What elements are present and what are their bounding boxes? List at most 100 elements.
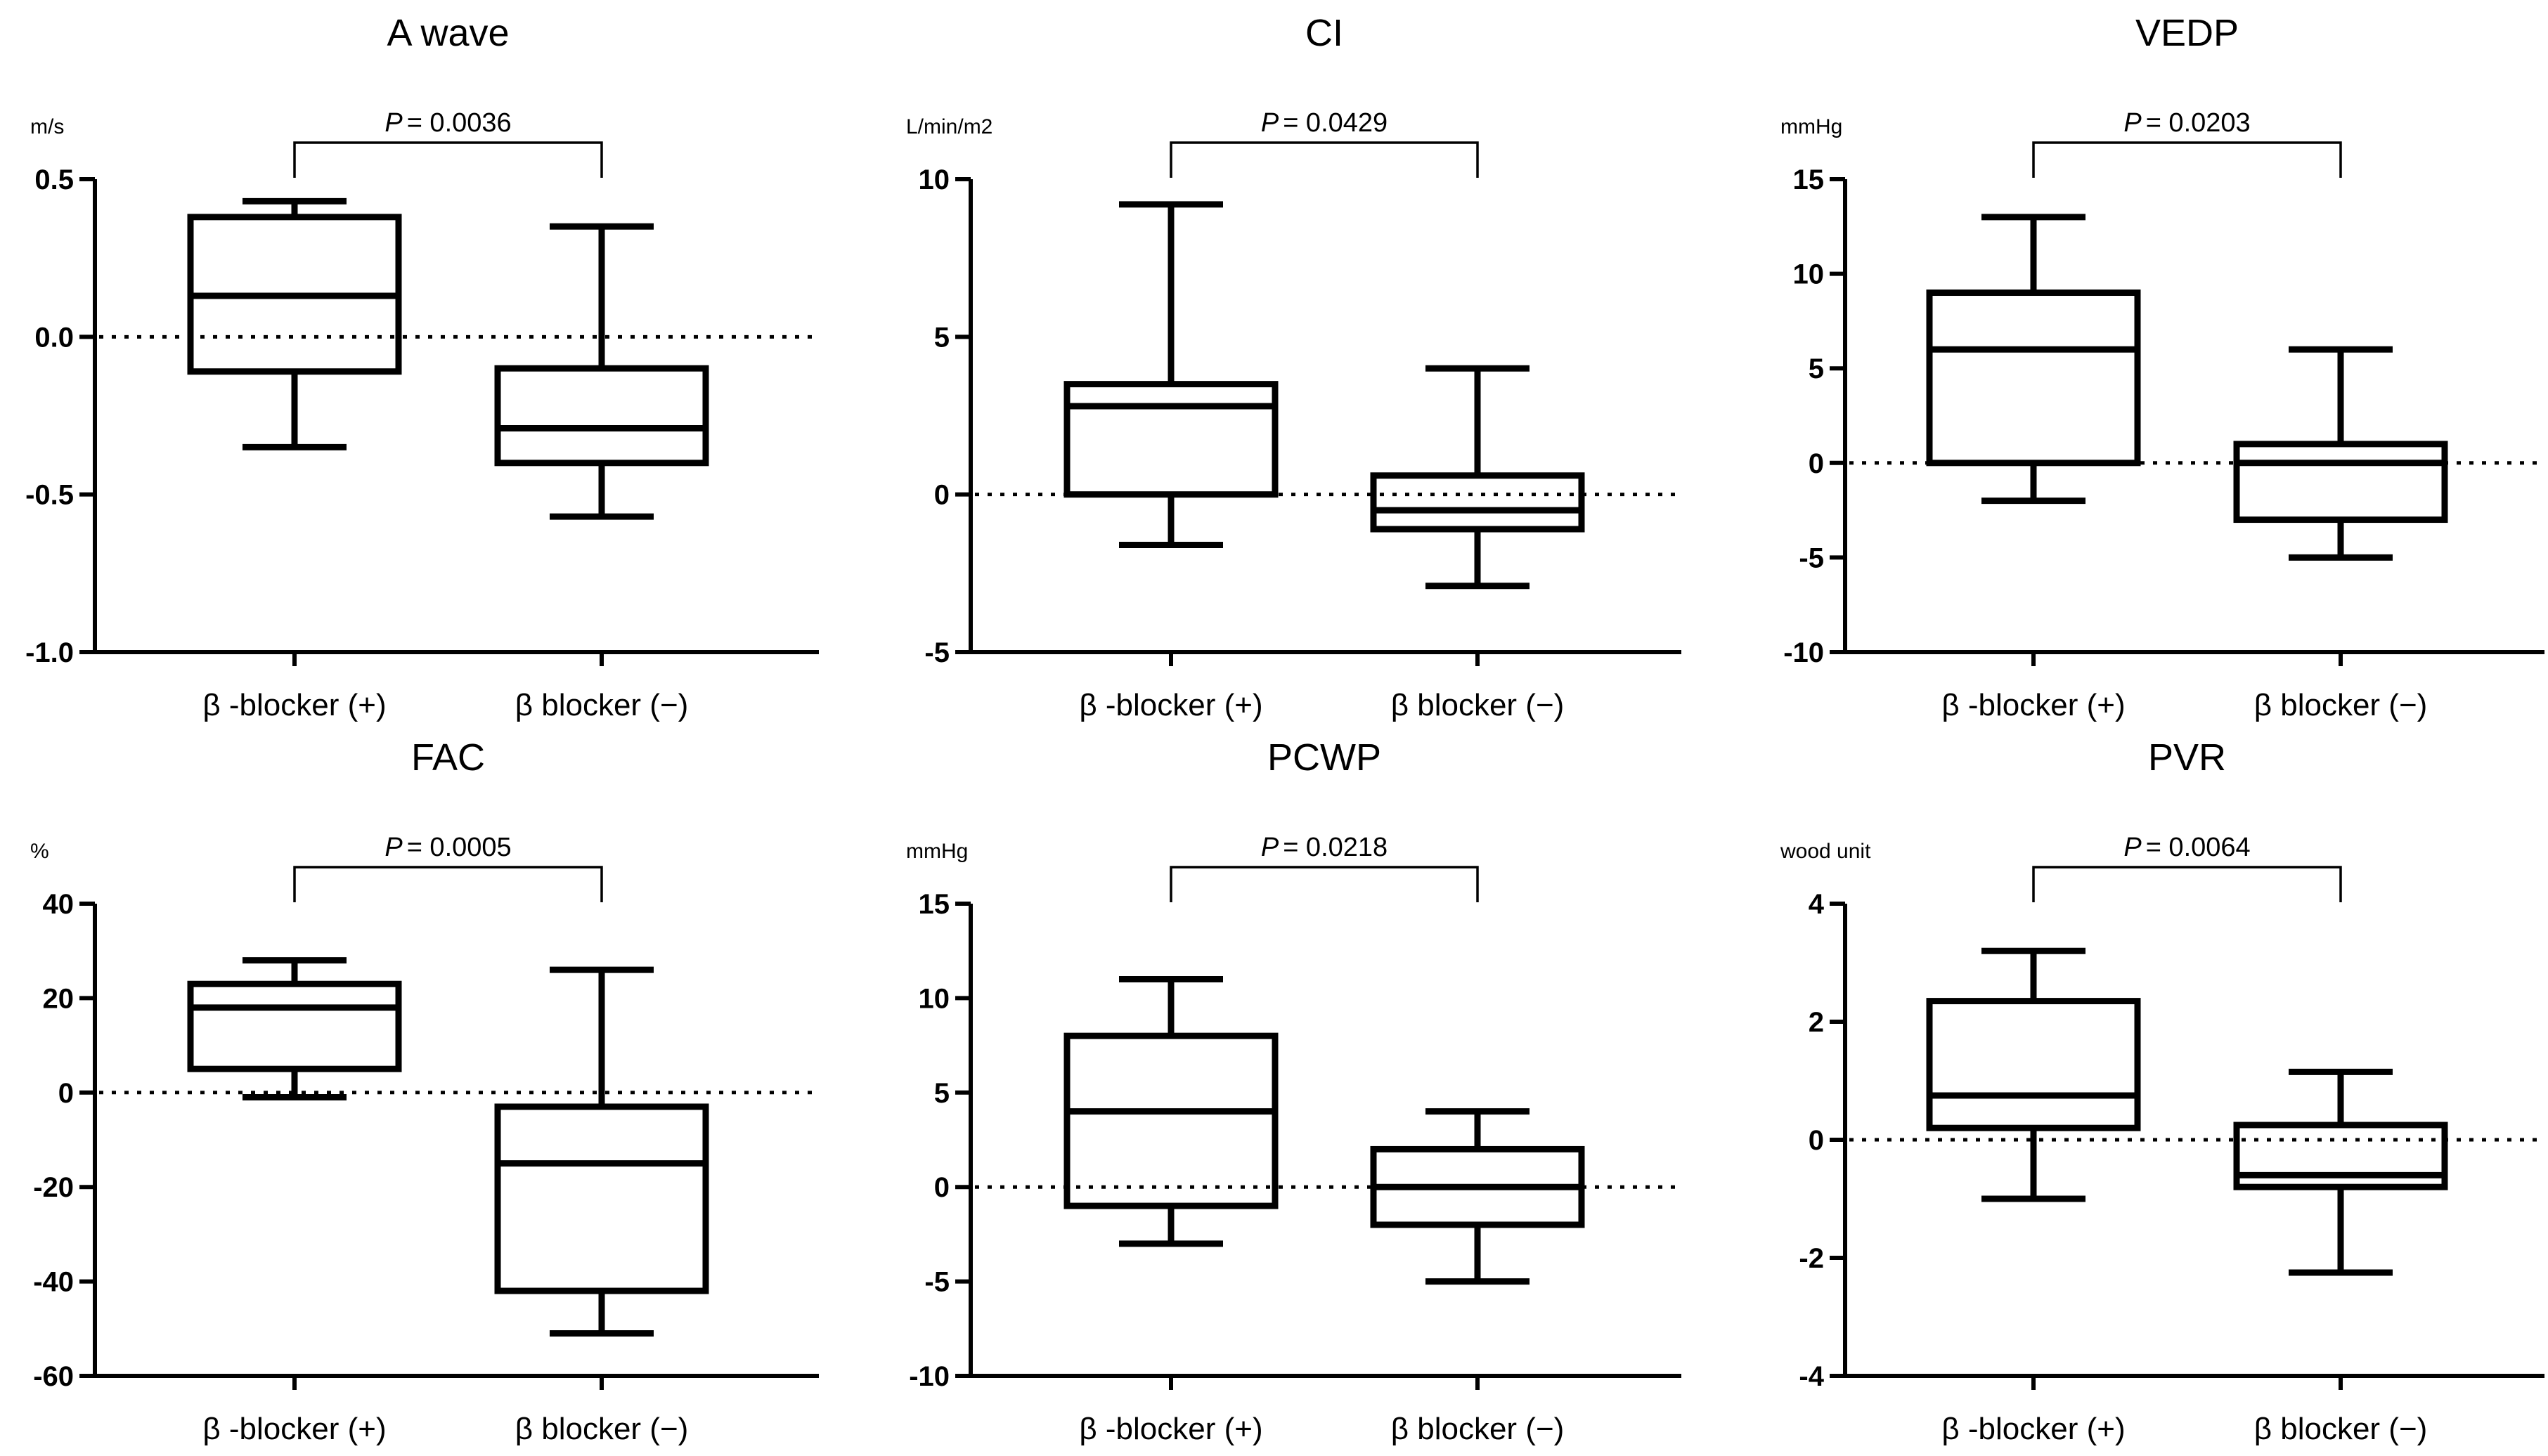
chart-1-category-label: β -blocker (+) — [202, 688, 386, 722]
chart-1-y-tick-label: 0.5 — [34, 164, 74, 195]
chart-3-category-label: β -blocker (+) — [1941, 688, 2125, 722]
chart-1-significance-bracket — [293, 141, 603, 178]
chart-6-p-number: = 0.0064 — [2146, 833, 2251, 862]
chart-5-box-1: β -blocker (+) — [1063, 976, 1279, 1446]
chart-1: A wave m/s P = 0.0036 -1.0 -0.5 0.0 0.5 β -block… — [25, 12, 819, 722]
chart-5-significance-bracket — [1170, 866, 1479, 902]
chart-6-category-label: β blocker (−) — [2254, 1412, 2428, 1446]
chart-1-y-tick-label: 0.0 — [34, 322, 74, 353]
chart-1-box-2: β blocker (−) — [494, 223, 709, 722]
chart-5-y-tick-label: 0 — [934, 1172, 950, 1203]
chart-5-p-value: P = 0.0218 — [1261, 833, 1388, 862]
chart-3-p-value: P = 0.0203 — [2123, 108, 2250, 138]
chart-2-category-label: β -blocker (+) — [1079, 688, 1262, 722]
chart-4-iqr-box — [187, 980, 402, 1072]
chart-5-y-tick-label: 10 — [919, 983, 950, 1014]
chart-3: VEDP mmHg P = 0.0203 -10 -5 0 5 10 15 β -blocker (… — [1780, 12, 2544, 722]
chart-4-unit-label: % — [30, 840, 49, 863]
chart-1-p-value: P = 0.0036 — [384, 108, 511, 138]
chart-3-p-number: = 0.0203 — [2146, 108, 2251, 138]
chart-2-category-label: β blocker (−) — [1391, 688, 1565, 722]
chart-4-p-symbol: P — [384, 833, 403, 862]
chart-6-box-1: β -blocker (+) — [1926, 947, 2141, 1446]
chart-5-y-tick-label: 5 — [934, 1078, 950, 1109]
chart-4-y-tick-label: -60 — [33, 1361, 74, 1392]
chart-4: FAC% P = 0.0005 -60 -40 -20 0 20 40 β -blocker (+… — [30, 736, 819, 1446]
chart-2-p-value: P = 0.0429 — [1261, 108, 1388, 138]
chart-6-box-2: β blocker (−) — [2233, 1068, 2448, 1446]
chart-6-y-tick-label: 4 — [1809, 889, 1825, 920]
chart-1-title: A wave — [387, 12, 509, 54]
chart-2: CI L/min/m2 P = 0.0429 -5 0 5 10 β -blocker (+) β… — [906, 12, 1681, 722]
chart-4-box-2: β blocker (−) — [494, 966, 709, 1446]
chart-6-iqr-box — [2233, 1122, 2448, 1190]
chart-2-box-2: β blocker (−) — [1370, 365, 1585, 722]
chart-5-y-tick-label: 15 — [919, 889, 950, 920]
chart-4-y-tick-label: 40 — [43, 889, 75, 920]
chart-4-iqr-box — [494, 1103, 709, 1294]
chart-1-box-1: β -blocker (+) — [187, 197, 402, 722]
chart-6-y-tick-label: 2 — [1809, 1007, 1824, 1038]
chart-3-significance-bracket — [2032, 141, 2342, 178]
chart-4-p-value: P = 0.0005 — [384, 833, 511, 862]
chart-4-y-tick-label: -20 — [33, 1172, 74, 1203]
chart-5-p-number: = 0.0218 — [1283, 833, 1388, 862]
chart-1-iqr-box — [494, 365, 709, 467]
chart-6-iqr-box — [1926, 998, 2141, 1131]
chart-1-category-label: β blocker (−) — [515, 688, 689, 722]
chart-3-category-label: β blocker (−) — [2254, 688, 2428, 722]
chart-6-significance-bracket — [2032, 866, 2342, 902]
chart-3-iqr-box — [2233, 441, 2448, 524]
chart-6-p-value: P = 0.0064 — [2123, 833, 2250, 862]
chart-1-y-tick-label: -0.5 — [25, 480, 74, 511]
chart-4-box-1: β -blocker (+) — [187, 957, 402, 1446]
chart-6-category-label: β -blocker (+) — [1941, 1412, 2125, 1446]
chart-3-iqr-box — [1926, 290, 2141, 467]
chart-3-p-symbol: P — [2123, 108, 2142, 138]
chart-5-y-tick-label: -10 — [909, 1361, 950, 1392]
chart-5-title: PCWP — [1267, 736, 1381, 779]
chart-1-p-symbol: P — [384, 108, 403, 138]
chart-6-y-tick-label: -4 — [1799, 1361, 1824, 1392]
chart-5-category-label: β -blocker (+) — [1079, 1412, 1262, 1446]
chart-2-p-symbol: P — [1261, 108, 1279, 138]
chart-4-p-number: = 0.0005 — [407, 833, 512, 862]
chart-1-p-number: = 0.0036 — [407, 108, 512, 138]
chart-3-y-tick-label: 0 — [1809, 448, 1824, 479]
chart-2-y-tick-label: 5 — [934, 322, 950, 353]
chart-4-y-tick-label: -40 — [33, 1267, 74, 1298]
chart-6-y-tick-label: 0 — [1809, 1125, 1824, 1156]
chart-3-y-tick-label: 5 — [1809, 353, 1824, 384]
chart-5-iqr-box — [1063, 1032, 1279, 1209]
chart-5-p-symbol: P — [1261, 833, 1279, 862]
chart-4-y-tick-label: 0 — [58, 1078, 74, 1109]
chart-1-unit-label: m/s — [30, 115, 64, 138]
chart-4-category-label: β -blocker (+) — [202, 1412, 386, 1446]
chart-3-unit-label: mmHg — [1780, 115, 1842, 138]
chart-2-box-1: β -blocker (+) — [1063, 201, 1279, 722]
chart-2-significance-bracket — [1170, 141, 1479, 178]
chart-4-significance-bracket — [293, 866, 603, 902]
chart-3-y-tick-label: 15 — [1793, 164, 1825, 195]
chart-2-y-tick-label: 0 — [934, 480, 950, 511]
chart-2-title: CI — [1305, 12, 1343, 54]
chart-3-y-tick-label: 10 — [1793, 259, 1825, 290]
chart-1-y-tick-label: -1.0 — [25, 637, 74, 668]
chart-6: PVR wood unit P = 0.0064 -4 -2 0 2 4 β -blocker (… — [1780, 736, 2544, 1446]
chart-5: PCWP mmHg P = 0.0218 -10 -5 0 5 10 15 β -blocker (… — [906, 736, 1681, 1446]
chart-5-box-2: β blocker (−) — [1370, 1108, 1585, 1446]
chart-4-y-tick-label: 20 — [43, 983, 75, 1014]
chart-6-y-tick-label: -2 — [1799, 1243, 1824, 1274]
chart-4-title: FAC — [411, 736, 485, 779]
chart-2-y-tick-label: 10 — [919, 164, 950, 195]
chart-3-y-tick-label: -5 — [1799, 542, 1824, 573]
chart-6-p-symbol: P — [2123, 833, 2142, 862]
chart-6-title: PVR — [2148, 736, 2226, 779]
chart-2-y-tick-label: -5 — [924, 637, 950, 668]
chart-2-iqr-box — [1370, 472, 1585, 533]
chart-5-y-tick-label: -5 — [924, 1267, 950, 1298]
chart-3-box-2: β blocker (−) — [2233, 346, 2448, 722]
chart-5-unit-label: mmHg — [906, 840, 968, 863]
chart-5-category-label: β blocker (−) — [1391, 1412, 1565, 1446]
